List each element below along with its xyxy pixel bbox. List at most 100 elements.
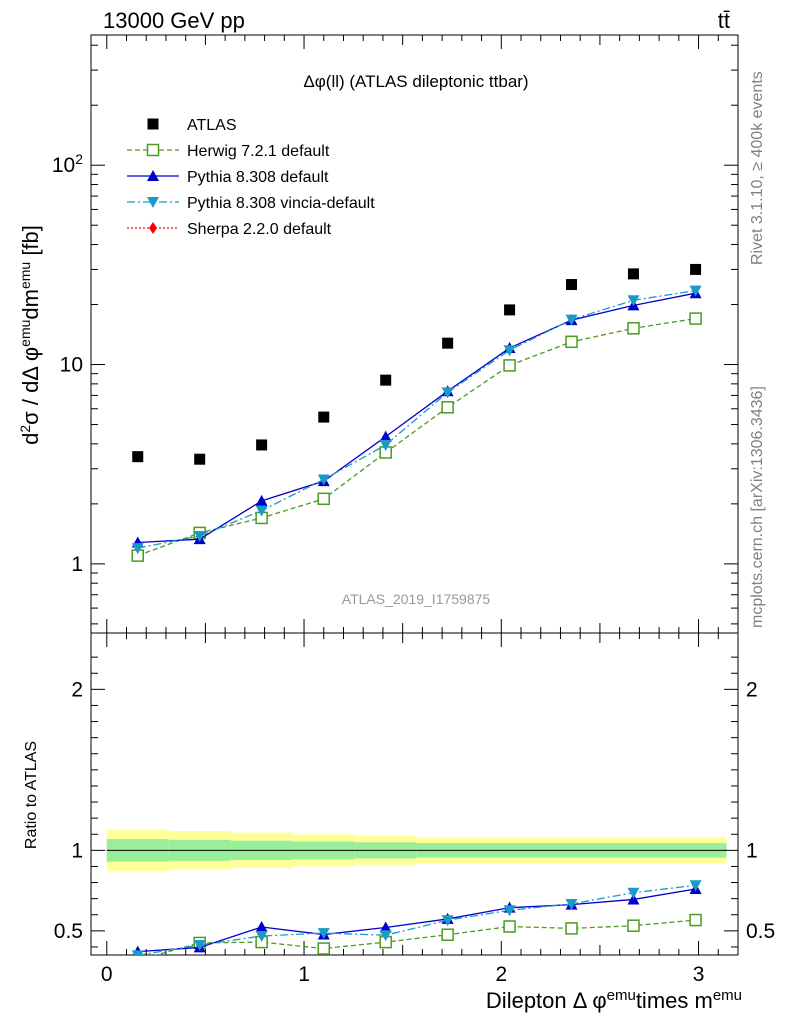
point-herwig (689, 312, 702, 325)
series-line-herwig (137, 317, 696, 557)
x-axis-label-part: emu (607, 987, 636, 1004)
ratio-point-vincia (317, 928, 330, 940)
y-tick-label: 1 (71, 553, 83, 576)
ratio-y-tick-label-right: 1 (746, 839, 758, 862)
x-tick-label: 0 (101, 963, 113, 986)
legend: ATLAS Herwig 7.2.1 default Pythia 8.308 de… (127, 117, 375, 238)
point-data (256, 439, 268, 451)
point-data (380, 374, 392, 386)
point-herwig (503, 359, 516, 372)
legend-marker (147, 197, 159, 208)
ratio-line-pythia (137, 888, 696, 953)
series-herwig (131, 312, 702, 562)
point-data (132, 451, 144, 463)
x-axis-label-part: emu (713, 987, 742, 1004)
energy-label: 13000 GeV pp (103, 8, 245, 33)
legend-label: Herwig 7.2.1 default (187, 143, 330, 160)
series-line-pythia (137, 292, 696, 544)
x-axis-label-part: Dilepton Δ φ (486, 988, 607, 1013)
point-data (442, 337, 454, 349)
y-tick-label: 102 (52, 151, 83, 177)
point-herwig (317, 492, 331, 506)
y-axis-label-part: emu (17, 262, 33, 289)
y-axis-label-part: emu (17, 320, 33, 347)
ratio-point-herwig (441, 928, 454, 941)
y-axis-label: d2σ / dΔ φemudmemu [fb] (17, 225, 43, 445)
ratio-point-vincia (255, 931, 268, 943)
ratio-y-tick-label: 2 (71, 678, 83, 701)
ratio-point-pythia (627, 893, 640, 905)
x-axis-label-part: times m (636, 988, 713, 1013)
y-tick-label-exp: 2 (75, 151, 83, 167)
legend-marker (147, 118, 159, 130)
ratio-point-vincia (441, 915, 454, 927)
legend-label: ATLAS (187, 117, 237, 134)
ratio-y-tick-label: 0.5 (54, 920, 83, 943)
legend-label: Pythia 8.308 vincia-default (187, 195, 375, 212)
legend-entry: Sherpa 2.2.0 default (127, 221, 332, 238)
series-pythia (131, 287, 702, 548)
point-vincia (627, 295, 640, 307)
legend-label: Sherpa 2.2.0 default (187, 221, 332, 238)
ratio-point-vincia (627, 887, 640, 899)
legend-entry: Pythia 8.308 default (127, 169, 329, 186)
y-axis-label-part: d (18, 433, 43, 445)
ratio-y-tick-label-right: 0.5 (746, 920, 775, 943)
ratio-point-vincia (503, 905, 516, 917)
ratio-point-pythia (379, 921, 392, 933)
ratio-point-vincia (379, 930, 392, 942)
point-vincia (441, 387, 454, 399)
series-vincia (131, 285, 702, 555)
ratio-point-vincia (193, 940, 206, 952)
ratio-series-vincia (131, 880, 702, 955)
point-pythia (255, 494, 268, 506)
point-vincia (255, 505, 268, 517)
legend-marker (149, 222, 157, 234)
legend-entry: Pythia 8.308 vincia-default (127, 195, 375, 212)
y-axis-label-part: dm (18, 289, 43, 320)
point-data (566, 279, 578, 291)
ratio-point-herwig (317, 942, 331, 955)
ratio-line-herwig (153, 919, 696, 955)
x-tick-label: 3 (693, 963, 705, 986)
point-data (504, 304, 516, 316)
main-panel: Δφ(ll) (ATLAS dileptonic ttbar) d2σ / dΔ… (17, 34, 739, 634)
ratio-frame (90, 632, 739, 956)
point-vincia (131, 543, 144, 555)
y-tick-label: 10 (60, 354, 83, 377)
ratio-series-pythia (132, 882, 702, 955)
x-tick-label: 1 (298, 963, 310, 986)
point-vincia (565, 314, 578, 326)
y-axis-label-part: [fb] (18, 225, 43, 262)
point-vincia (193, 530, 206, 542)
point-vincia (379, 439, 392, 451)
series-data (132, 263, 702, 465)
point-vincia (317, 474, 330, 486)
mcplots-label: mcplots.cern.ch [arXiv:1306.3436] (749, 386, 766, 628)
point-herwig (565, 335, 578, 349)
y-axis-label-part: 2 (17, 425, 33, 433)
ratio-y-tick-label-right: 2 (746, 678, 758, 701)
ratio-line-vincia (137, 884, 696, 955)
legend-marker (146, 143, 160, 157)
legend-marker (147, 170, 159, 181)
ratio-point-vincia (131, 950, 144, 955)
point-data (318, 411, 330, 423)
ratio-point-pythia (255, 920, 268, 932)
point-pythia (379, 430, 392, 442)
ratio-y-tick-label: 1 (71, 839, 83, 862)
point-vincia (689, 285, 702, 297)
ratio-point-herwig (565, 922, 578, 935)
process-label: tt̄ (718, 8, 730, 33)
legend-entry: Herwig 7.2.1 default (127, 143, 330, 160)
point-herwig (441, 401, 454, 414)
y-axis-label-part: σ / dΔ φ (18, 347, 43, 425)
point-herwig (627, 322, 640, 335)
point-vincia (503, 345, 516, 357)
main-title: Δφ(ll) (ATLAS dileptonic ttbar) (303, 72, 528, 91)
legend-label: Pythia 8.308 default (187, 169, 329, 186)
ratio-y-axis-label: Ratio to ATLAS (23, 741, 40, 849)
point-data (194, 453, 206, 465)
x-tick-label: 2 (495, 963, 507, 986)
